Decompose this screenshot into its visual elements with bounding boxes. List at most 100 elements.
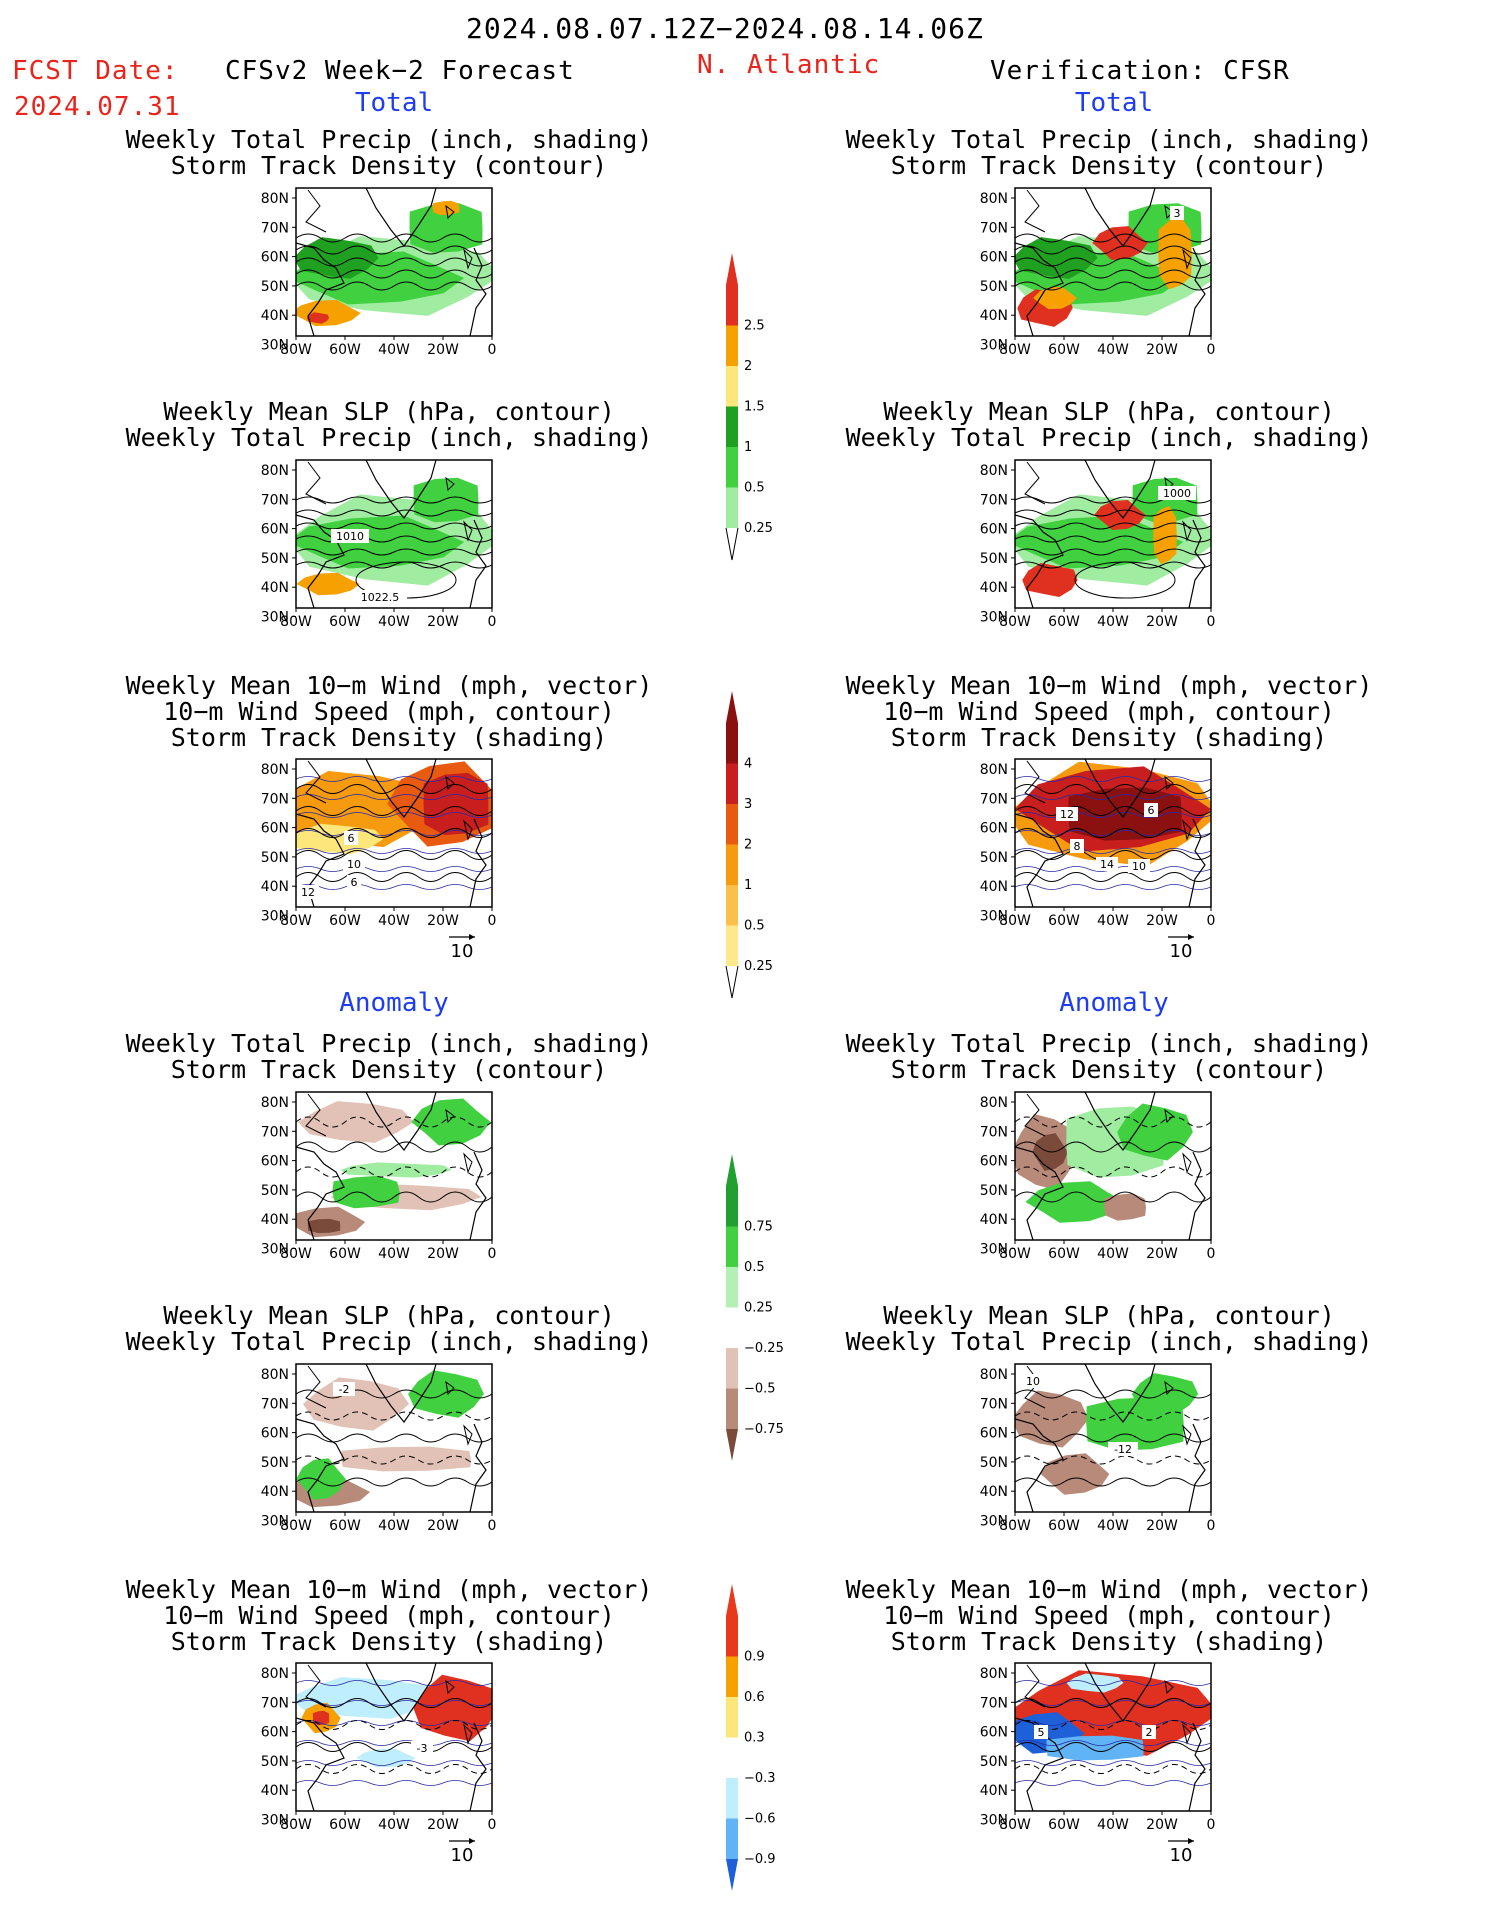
colorbar-segment xyxy=(726,1818,738,1859)
wind-vector-streak xyxy=(296,884,492,890)
lon-label: 20W xyxy=(1146,342,1178,358)
slp-anom-contour xyxy=(296,1433,492,1443)
contour-label-text: 1010 xyxy=(336,530,364,543)
colorbar-top-arrow xyxy=(726,253,738,285)
wind-vector-streak xyxy=(1015,1740,1211,1746)
title-line: Weekly Total Precip (inch, shading) xyxy=(845,125,1373,154)
lon-label: 0 xyxy=(1207,1246,1216,1262)
coastline-british-isles xyxy=(1182,520,1192,542)
title-line: 10−m Wind Speed (mph, contour) xyxy=(883,1601,1335,1630)
colorbar-segment xyxy=(726,1616,738,1657)
contour-label-text: 3 xyxy=(1174,207,1181,220)
title-line: Storm Track Density (shading) xyxy=(890,723,1328,752)
title-line: Weekly Total Precip (inch, shading) xyxy=(845,1327,1373,1356)
coastline-arctic-islands xyxy=(1024,760,1046,804)
vector-reference-obs: 10 xyxy=(1168,934,1194,962)
anom-shade-blue-light xyxy=(1046,1735,1144,1761)
lon-label: 80W xyxy=(999,1246,1031,1262)
lat-label: 30N xyxy=(261,1242,289,1258)
contour-label-text: -12 xyxy=(1114,1443,1132,1456)
lat-label: 60N xyxy=(261,1426,289,1442)
contour-label-bg xyxy=(333,1382,355,1396)
coastline-british-isles xyxy=(1182,819,1192,841)
colorbar-segment xyxy=(726,1267,738,1308)
contour-label-bg xyxy=(1096,857,1118,871)
coastline-british-isles xyxy=(463,248,473,270)
wind-vector-streak xyxy=(1015,776,1211,782)
lon-label: 0 xyxy=(488,342,497,358)
colorbar-top-arrow xyxy=(726,1584,738,1616)
title-line: 10−m Wind Speed (mph, contour) xyxy=(883,697,1335,726)
coastline-iceland xyxy=(445,775,455,791)
wind-label: 10 xyxy=(343,857,365,871)
coastline-british-isles xyxy=(463,819,473,841)
colorbar-label: 0.75 xyxy=(744,1220,773,1235)
title-line: Weekly Mean 10−m Wind (mph, vector) xyxy=(845,1575,1373,1604)
lat-label: 50N xyxy=(980,1183,1008,1199)
wind-vector-streak xyxy=(296,1740,492,1746)
colorbar-bottom-arrow xyxy=(725,965,739,999)
lon-label: 80W xyxy=(999,1518,1031,1534)
colorbar-bottom-arrow xyxy=(726,1859,738,1891)
lat-label: 80N xyxy=(980,1666,1008,1682)
wind-label: 10 xyxy=(1128,859,1150,873)
wind-speed-contour xyxy=(296,806,492,816)
title-obs-slp-precip: Weekly Mean SLP (hPa, contour) Weekly To… xyxy=(789,399,1429,451)
precip-shade-red xyxy=(306,312,330,324)
coastline-arctic-islands xyxy=(305,461,327,505)
lat-label: 50N xyxy=(980,279,1008,295)
lat-label: 60N xyxy=(261,250,289,266)
title-line: Storm Track Density (contour) xyxy=(170,1055,608,1084)
colorbar-label: 0.5 xyxy=(744,919,765,934)
title-fcst-anom-slp-precip: Weekly Mean SLP (hPa, contour) Weekly To… xyxy=(69,1303,709,1355)
lon-label: 60W xyxy=(1048,342,1080,358)
wind-anom-label: 2 xyxy=(1142,1725,1156,1739)
slp-anom-contour xyxy=(1015,1477,1211,1487)
slp-isobar xyxy=(1015,535,1211,543)
lat-label: 40N xyxy=(261,1783,289,1799)
contour-label-text: 10 xyxy=(1026,1375,1040,1388)
lon-label: 60W xyxy=(1048,1518,1080,1534)
title-line: Storm Track Density (contour) xyxy=(890,151,1328,180)
track-density-contour xyxy=(1015,245,1211,255)
contour-label-text: 8 xyxy=(1074,840,1081,853)
track-density-contour xyxy=(1015,233,1211,243)
contour-label-text: 6 xyxy=(348,832,355,845)
coastline-british-isles xyxy=(463,1424,473,1446)
colorbar-label: −0.6 xyxy=(744,1812,776,1827)
lat-label: 60N xyxy=(980,250,1008,266)
wind-vector-streak xyxy=(296,1720,492,1726)
lat-label: 70N xyxy=(980,220,1008,236)
contour-label-text: 5 xyxy=(1038,1726,1045,1739)
lon-label: 40W xyxy=(1097,342,1129,358)
anom-shade-brown-light xyxy=(341,1446,471,1472)
title-obs-anom-precip-track: Weekly Total Precip (inch, shading) Stor… xyxy=(789,1031,1429,1083)
lon-label: 0 xyxy=(1207,913,1216,929)
lon-label: 40W xyxy=(1097,1817,1129,1833)
wind-label: 6 xyxy=(344,831,358,845)
coastline-north-america xyxy=(1015,813,1064,907)
colorbar-label: −0.5 xyxy=(744,1382,776,1397)
colorbar-segment xyxy=(726,447,738,488)
coastline-british-isles xyxy=(1182,1723,1192,1745)
coastline-north-america xyxy=(1015,1146,1064,1240)
coastline-europe-africa xyxy=(1188,519,1206,608)
coastline-british-isles xyxy=(463,520,473,542)
colorbar-label: 0.25 xyxy=(744,1301,773,1316)
colorbar-label: −0.3 xyxy=(744,1771,776,1786)
title-line: Weekly Total Precip (inch, shading) xyxy=(125,1029,653,1058)
anom-shade-brown-dark xyxy=(307,1218,341,1234)
lon-label: 0 xyxy=(1207,342,1216,358)
contour-label-bg xyxy=(1144,803,1158,817)
lon-label: 60W xyxy=(1048,1817,1080,1833)
colorbar-label: −0.9 xyxy=(744,1852,776,1867)
title-line: Weekly Mean 10−m Wind (mph, vector) xyxy=(125,671,653,700)
wind-anom-contour xyxy=(296,1720,492,1730)
lon-label: 20W xyxy=(427,342,459,358)
colorbar-label: 0.9 xyxy=(744,1650,765,1665)
lat-label: 60N xyxy=(980,522,1008,538)
